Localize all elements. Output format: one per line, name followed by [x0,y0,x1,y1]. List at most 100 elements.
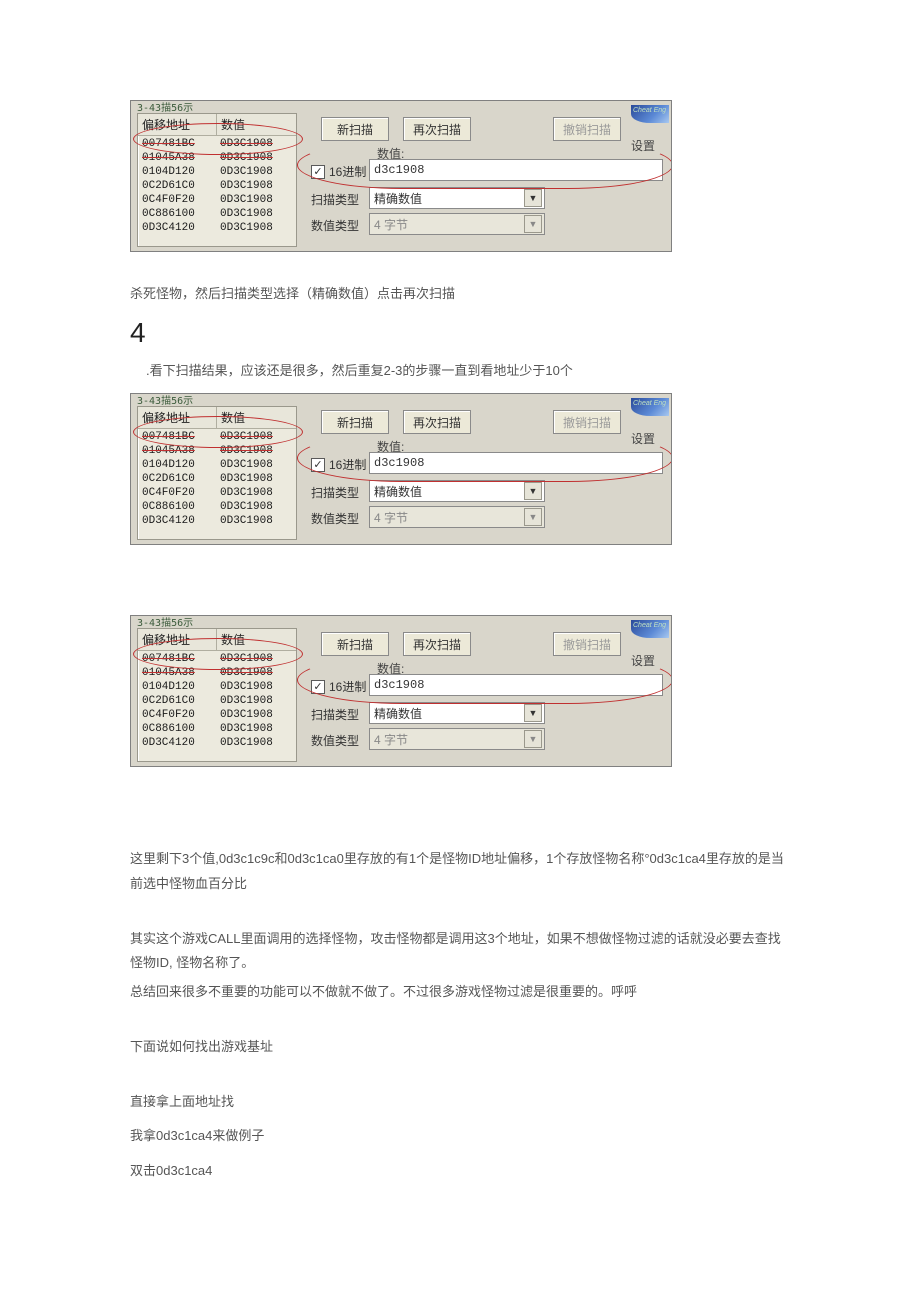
scan-type-label: 扫描类型 [311,706,359,723]
header-address: 偏移地址 [138,629,217,650]
scan-type-value: 精确数值 [374,705,422,722]
results-list[interactable]: 偏移地址 数值 007481BC0D3C190801045A380D3C1908… [137,406,297,540]
settings-link[interactable]: 设置 [631,430,655,447]
checkbox-icon: ✓ [311,680,325,694]
results-header: 偏移地址 数值 [138,407,296,429]
tab-label: 3-43描56示 [137,615,193,629]
hex-checkbox[interactable]: ✓ 16进制 [311,456,366,473]
hex-label: 16进制 [329,678,366,695]
next-scan-button[interactable]: 再次扫描 [403,117,471,141]
table-row[interactable]: 0C8861000D3C1908 [138,207,296,221]
checkbox-icon: ✓ [311,165,325,179]
scan-type-select[interactable]: 精确数值 ▼ [369,702,545,724]
paragraph: 双击0d3c1ca4 [130,1159,790,1184]
value-input[interactable]: d3c1908 [369,159,663,181]
table-row[interactable]: 0104D1200D3C1908 [138,458,296,472]
value-input[interactable]: d3c1908 [369,452,663,474]
new-scan-button[interactable]: 新扫描 [321,410,389,434]
table-row[interactable]: 0104D1200D3C1908 [138,165,296,179]
value-type-value: 4 字节 [374,509,408,526]
hex-checkbox[interactable]: ✓ 16进制 [311,678,366,695]
tab-label: 3-43描56示 [137,100,193,114]
cheat-engine-logo [631,105,669,123]
scan-type-label: 扫描类型 [311,484,359,501]
value-type-label: 数值类型 [311,510,359,527]
table-row[interactable]: 01045A380D3C1908 [138,151,296,165]
next-scan-button[interactable]: 再次扫描 [403,632,471,656]
scan-type-select[interactable]: 精确数值 ▼ [369,187,545,209]
table-row[interactable]: 0C2D61C00D3C1908 [138,694,296,708]
table-row[interactable]: 0C2D61C00D3C1908 [138,179,296,193]
tab-label: 3-43描56示 [137,393,193,407]
results-header: 偏移地址 数值 [138,114,296,136]
scan-type-value: 精确数值 [374,483,422,500]
undo-scan-button: 撤销扫描 [553,410,621,434]
hex-label: 16进制 [329,163,366,180]
results-list[interactable]: 偏移地址 数值 007481BC0D3C190801045A380D3C1908… [137,113,297,247]
scan-type-value: 精确数值 [374,190,422,207]
paragraph: 其实这个游戏CALL里面调用的选择怪物，攻击怪物都是调用这3个地址，如果不想做怪… [130,927,790,976]
paragraph: 我拿0d3c1ca4来做例子 [130,1124,790,1149]
chevron-down-icon: ▼ [524,482,542,500]
table-row[interactable]: 01045A380D3C1908 [138,666,296,680]
hex-label: 16进制 [329,456,366,473]
results-rows-2: 007481BC0D3C190801045A380D3C19080104D120… [138,429,296,528]
undo-scan-button: 撤销扫描 [553,117,621,141]
value-type-select: 4 字节 ▼ [369,728,545,750]
chevron-down-icon: ▼ [524,215,542,233]
paragraph: 下面说如何找出游戏基址 [130,1035,790,1060]
results-header: 偏移地址 数值 [138,629,296,651]
step-number: 4 [130,317,790,349]
table-row[interactable]: 0C2D61C00D3C1908 [138,472,296,486]
cheat-engine-panel: 3-43描56示 偏移地址 数值 007481BC0D3C190801045A3… [130,615,672,767]
cheat-engine-logo [631,620,669,638]
settings-link[interactable]: 设置 [631,137,655,154]
table-row[interactable]: 0D3C41200D3C1908 [138,221,296,235]
table-row[interactable]: 01045A380D3C1908 [138,444,296,458]
header-address: 偏移地址 [138,407,217,428]
table-row[interactable]: 0C8861000D3C1908 [138,722,296,736]
results-rows-3: 007481BC0D3C190801045A380D3C19080104D120… [138,651,296,750]
value-type-value: 4 字节 [374,216,408,233]
value-type-value: 4 字节 [374,731,408,748]
table-row[interactable]: 0D3C41200D3C1908 [138,514,296,528]
paragraph: 这里剩下3个值,0d3c1c9c和0d3c1ca0里存放的有1个是怪物ID地址偏… [130,847,790,896]
value-type-select: 4 字节 ▼ [369,213,545,235]
table-row[interactable]: 007481BC0D3C1908 [138,652,296,666]
header-value: 数值 [217,407,296,428]
hex-checkbox[interactable]: ✓ 16进制 [311,163,366,180]
cheat-engine-panel: 3-43描56示 偏移地址 数值 007481BC0D3C190801045A3… [130,100,672,252]
new-scan-button[interactable]: 新扫描 [321,117,389,141]
chevron-down-icon: ▼ [524,508,542,526]
scan-type-label: 扫描类型 [311,191,359,208]
table-row[interactable]: 0C4F0F200D3C1908 [138,193,296,207]
checkbox-icon: ✓ [311,458,325,472]
header-value: 数值 [217,629,296,650]
chevron-down-icon: ▼ [524,730,542,748]
value-type-label: 数值类型 [311,217,359,234]
paragraph: 直接拿上面地址找 [130,1090,790,1115]
value-input[interactable]: d3c1908 [369,674,663,696]
table-row[interactable]: 007481BC0D3C1908 [138,137,296,151]
chevron-down-icon: ▼ [524,704,542,722]
cheat-engine-logo [631,398,669,416]
paragraph: 杀死怪物，然后扫描类型选择（精确数值）点击再次扫描 [130,282,790,307]
results-list[interactable]: 偏移地址 数值 007481BC0D3C190801045A380D3C1908… [137,628,297,762]
table-row[interactable]: 0C4F0F200D3C1908 [138,708,296,722]
cheat-engine-panel: 3-43描56示 偏移地址 数值 007481BC0D3C190801045A3… [130,393,672,545]
header-address: 偏移地址 [138,114,217,135]
table-row[interactable]: 0C4F0F200D3C1908 [138,486,296,500]
header-value: 数值 [217,114,296,135]
table-row[interactable]: 0C8861000D3C1908 [138,500,296,514]
paragraph: 总结回来很多不重要的功能可以不做就不做了。不过很多游戏怪物过滤是很重要的。呼呼 [130,980,790,1005]
settings-link[interactable]: 设置 [631,652,655,669]
paragraph: .看下扫描结果，应该还是很多，然后重复2-3的步骤一直到看地址少于10个 [130,359,790,384]
value-type-select: 4 字节 ▼ [369,506,545,528]
table-row[interactable]: 0104D1200D3C1908 [138,680,296,694]
next-scan-button[interactable]: 再次扫描 [403,410,471,434]
value-type-label: 数值类型 [311,732,359,749]
table-row[interactable]: 0D3C41200D3C1908 [138,736,296,750]
new-scan-button[interactable]: 新扫描 [321,632,389,656]
table-row[interactable]: 007481BC0D3C1908 [138,430,296,444]
scan-type-select[interactable]: 精确数值 ▼ [369,480,545,502]
